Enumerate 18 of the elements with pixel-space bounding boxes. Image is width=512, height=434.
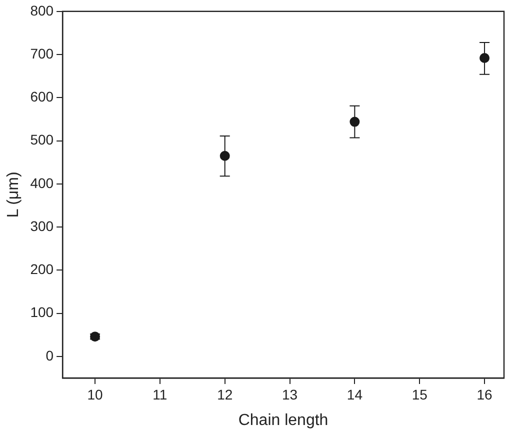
y-tick-label: 600 [30,88,54,105]
x-tick-label: 10 [87,386,104,402]
y-tick-label: 500 [30,132,54,148]
x-axis-title: Chain length [238,412,328,429]
y-tick-label: 200 [30,261,54,278]
x-tick-label: 12 [217,386,233,402]
x-tick-label: 13 [282,386,298,402]
y-tick-label: 0 [46,347,54,364]
x-tick-label: 16 [476,386,493,402]
y-tick-label: 400 [30,174,54,191]
x-tick-label: 14 [346,386,363,402]
x-tick-label: 11 [152,386,168,402]
y-tick-label: 100 [30,304,54,320]
y-tick-label: 300 [30,218,54,234]
x-tick-label: 15 [412,386,428,402]
y-tick-label: 700 [30,45,54,62]
y-axis-title: L (μm) [5,172,22,218]
y-tick-label: 800 [30,2,54,18]
